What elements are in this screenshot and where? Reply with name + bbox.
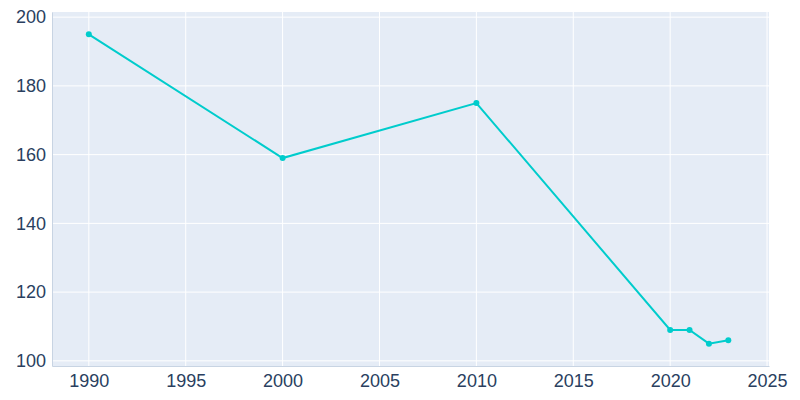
grid-line — [52, 223, 769, 224]
y-axis-line — [52, 13, 53, 367]
y-tick: 140 — [16, 214, 52, 234]
x-tick: 2005 — [360, 366, 400, 391]
grid-line — [52, 17, 769, 18]
chart: 1990 1995 2000 2005 2010 2015 2020 2025 100 120 14… — [0, 0, 800, 400]
x-tick: 2020 — [651, 366, 691, 391]
x-axis: 1990 1995 2000 2005 2010 2015 2020 2025 — [53, 366, 788, 391]
x-tick-label: 2015 — [554, 371, 594, 391]
x-tick: 2015 — [554, 366, 594, 391]
x-tick: 1990 — [69, 366, 109, 391]
grid-line — [88, 12, 89, 366]
grid-line — [52, 292, 769, 293]
point — [687, 327, 693, 333]
grid-line — [573, 12, 574, 366]
y-tick: 120 — [16, 282, 52, 302]
x-tick-label: 2000 — [263, 371, 303, 391]
point — [725, 337, 731, 343]
x-tick-label: 1990 — [69, 371, 109, 391]
line — [89, 34, 728, 343]
y-tick: 160 — [16, 145, 52, 165]
x-tick-label: 2005 — [360, 371, 400, 391]
x-tick-label: 1995 — [166, 371, 206, 391]
grid-line — [767, 12, 768, 366]
point — [280, 155, 286, 161]
point — [667, 327, 673, 333]
x-axis-line — [53, 366, 770, 367]
x-tick-label: 2010 — [457, 371, 497, 391]
y-tick-label: 120 — [16, 282, 46, 302]
grid-line — [476, 12, 477, 366]
grid-line — [670, 12, 671, 366]
x-tick: 2010 — [457, 366, 497, 391]
y-tick: 200 — [16, 7, 52, 27]
plot: 1990 1995 2000 2005 2010 2015 2020 2025 100 120 14… — [16, 7, 788, 390]
marks — [86, 31, 731, 346]
x-tick-label: 2025 — [748, 371, 788, 391]
y-tick-label: 140 — [16, 214, 46, 234]
grid-line — [52, 85, 769, 86]
y-tick: 180 — [16, 76, 52, 96]
x-tick: 2025 — [748, 366, 788, 391]
grid-line — [185, 12, 186, 366]
plot-background — [52, 12, 769, 366]
y-tick-label: 200 — [16, 7, 46, 27]
y-axis: 100 120 140 160 180 200 — [16, 7, 53, 371]
y-tick-label: 100 — [16, 351, 46, 371]
grid-line — [52, 154, 769, 155]
y-tick-label: 180 — [16, 76, 46, 96]
grid — [52, 12, 769, 366]
y-tick-label: 160 — [16, 145, 46, 165]
point — [473, 100, 479, 106]
x-tick: 1995 — [166, 366, 206, 391]
y-tick: 100 — [16, 351, 52, 371]
grid-line — [379, 12, 380, 366]
grid-line — [52, 360, 769, 361]
grid-line — [282, 12, 283, 366]
point — [706, 341, 712, 347]
point — [86, 31, 92, 37]
x-tick-label: 2020 — [651, 371, 691, 391]
x-tick: 2000 — [263, 366, 303, 391]
